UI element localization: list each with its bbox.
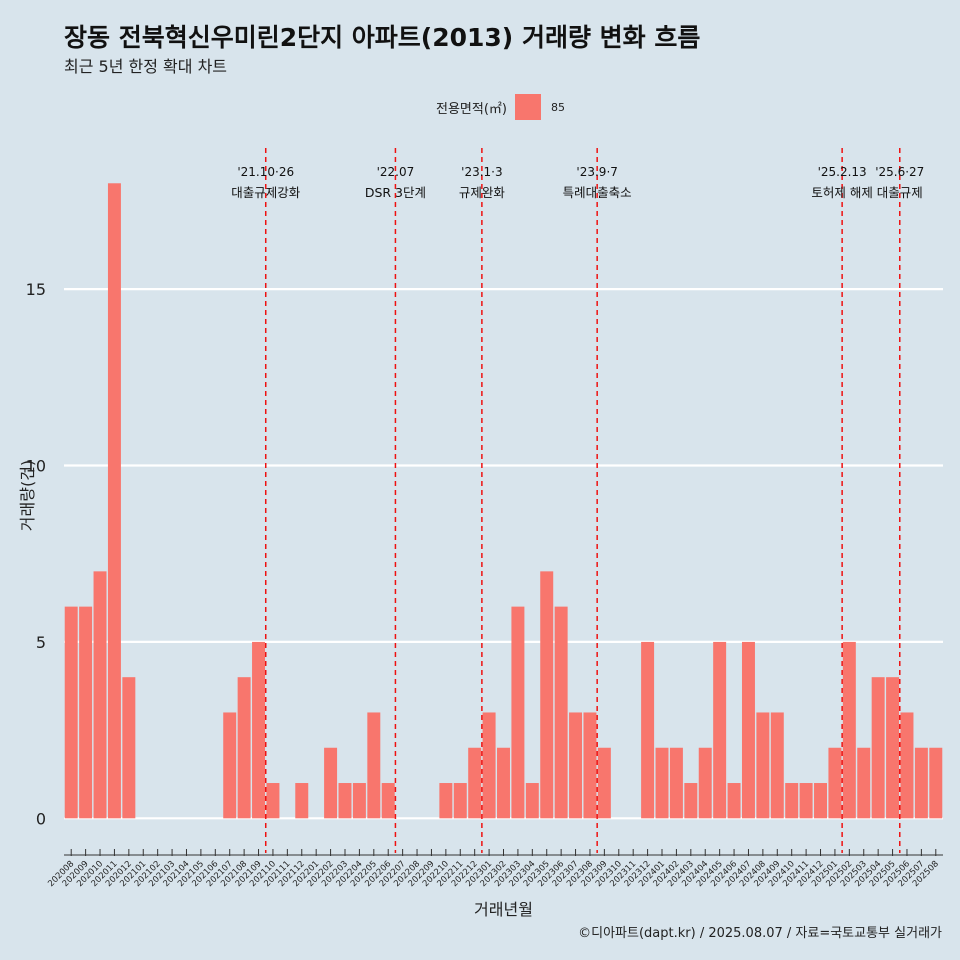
event-date-label: '25.6·27 — [875, 165, 924, 179]
legend-title: 전용면적(㎡) — [436, 101, 507, 117]
bar — [597, 747, 611, 819]
bar — [713, 641, 727, 819]
bar — [93, 571, 107, 819]
event-label: 대출규제 — [877, 185, 923, 200]
event-label: 특례대출축소 — [563, 185, 632, 200]
event-label: DSR 3단계 — [365, 185, 426, 200]
bar — [266, 783, 280, 819]
bar — [828, 747, 842, 819]
bar — [439, 783, 453, 819]
bar — [770, 712, 784, 819]
bar — [352, 783, 366, 819]
bar — [900, 712, 914, 819]
bar — [799, 783, 813, 819]
bar — [482, 712, 496, 819]
event-label: 규제완화 — [459, 185, 506, 200]
bar — [79, 606, 93, 819]
legend: 전용면적(㎡) 85 — [436, 94, 565, 120]
legend-entry-label: 85 — [550, 100, 565, 114]
y-tick-label: 15 — [26, 280, 46, 299]
bar — [295, 783, 309, 819]
y-tick-label: 5 — [36, 633, 46, 652]
x-axis-title: 거래년월 — [474, 900, 533, 919]
event-label: 대출규제강화 — [231, 185, 301, 200]
bar — [540, 571, 554, 819]
bar — [525, 783, 539, 819]
bar — [122, 677, 136, 819]
bar — [453, 783, 467, 819]
event-label: 토허제 해제 — [811, 185, 872, 200]
event-date-label: '23.9·7 — [576, 165, 617, 179]
bar — [107, 183, 121, 819]
bar — [641, 641, 655, 819]
y-tick-label: 0 — [36, 809, 46, 828]
bar — [669, 747, 683, 819]
bar — [468, 747, 482, 819]
chart-subtitle: 최근 5년 한정 확대 차트 — [64, 57, 228, 76]
event-date-label: '23.1·3 — [461, 165, 502, 179]
bar — [857, 747, 871, 819]
y-tick-label: 10 — [26, 457, 46, 476]
bar — [367, 712, 381, 819]
bar — [814, 783, 828, 819]
bar — [741, 641, 755, 819]
source-caption: ©디아파트(dapt.kr) / 2025.08.07 / 자료=국토교통부 실… — [578, 926, 942, 941]
bar — [554, 606, 568, 819]
bar — [929, 747, 943, 819]
bar — [655, 747, 669, 819]
bar — [886, 677, 900, 819]
chart-title: 장동 전북혁신우미린2단지 아파트(2013) 거래량 변화 흐름 — [64, 23, 701, 52]
bar — [583, 712, 597, 819]
bar — [381, 783, 395, 819]
bar — [785, 783, 799, 819]
bar — [569, 712, 583, 819]
bar — [914, 747, 928, 819]
bar — [237, 677, 251, 819]
bar — [871, 677, 885, 819]
bar — [338, 783, 352, 819]
bar — [756, 712, 770, 819]
bar — [324, 747, 338, 819]
bar — [511, 606, 525, 819]
event-date-label: '21.10·26 — [237, 165, 294, 179]
bar — [727, 783, 741, 819]
event-date-label: '25.2.13 — [818, 165, 867, 179]
bar — [64, 606, 78, 819]
event-date-label: '22.07 — [377, 165, 415, 179]
bar — [497, 747, 510, 819]
legend-swatch — [514, 94, 541, 120]
y-axis-title: 거래량(건) — [18, 460, 37, 531]
bar — [223, 712, 237, 819]
bar — [842, 641, 856, 819]
bar — [698, 747, 712, 819]
bar — [684, 783, 698, 819]
bar — [252, 641, 266, 819]
